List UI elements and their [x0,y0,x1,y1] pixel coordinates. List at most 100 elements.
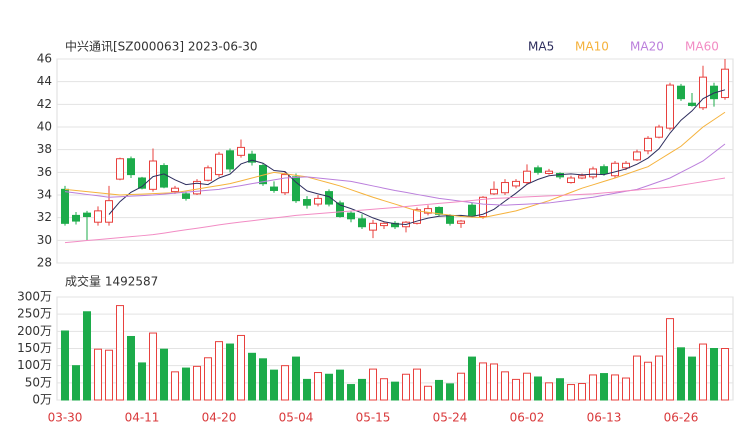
volume-bar [138,362,146,401]
volume-bar [94,348,102,401]
volume-bar [578,383,586,401]
candle-body [688,102,696,106]
x-tick-label: 06-26 [664,411,699,425]
volume-bar [215,341,223,401]
x-tick-label: 03-30 [48,411,83,425]
candle-body [270,186,278,191]
candle-body [336,202,344,218]
candle-body [83,212,91,218]
candle-body [523,170,531,184]
volume-bar [589,374,597,401]
candle-body [193,180,201,195]
candle-body [446,214,454,224]
volume-bar [534,376,542,401]
candle-body [666,84,674,129]
candle-body [149,160,157,190]
volume-bar [446,383,454,401]
volume-bar [545,382,553,401]
y-tick-label: 28 [37,256,52,270]
volume-bar [600,373,608,401]
candle-body [160,165,168,188]
candle-body [600,166,608,174]
volume-bar [567,384,575,401]
volume-bar [226,343,234,401]
candle-body [369,222,377,231]
volume-bar [611,374,619,401]
candle-body [424,208,432,214]
volume-bar [270,369,278,401]
candle-body [677,85,685,100]
chart-title: 中兴通讯[SZ000063] 2023-06-30 [65,39,258,54]
candle-body [380,222,388,227]
x-tick-label: 05-04 [279,411,314,425]
ma-line [64,143,726,206]
price-frame [56,58,734,264]
candle-body [512,180,520,187]
x-tick-label: 06-13 [587,411,622,425]
y-tick-label: 34 [37,188,52,202]
candle-body [567,177,575,184]
y-tick-label: 32 [37,210,52,224]
ma-line [108,89,726,225]
y-tick-label: 0万 [32,393,52,407]
volume-bar [237,334,245,401]
volume-bar [347,384,355,401]
x-tick-label: 04-11 [125,411,160,425]
candle-body [127,158,135,176]
volume-bar [61,330,69,401]
candle-body [721,68,729,99]
volume-bar [160,348,168,401]
candle-body [578,175,586,179]
volume-bar [512,378,520,401]
candle-body [182,193,190,199]
candle-body [358,218,366,228]
volume-bar [358,378,366,401]
volume-bar [72,365,80,401]
candle-body [457,220,465,224]
candle-body [226,150,234,170]
y-tick-label: 40 [37,120,52,134]
candle-body [303,199,311,206]
legend-label: MA10 [575,40,609,54]
volume-bar [402,373,410,401]
volume-bar [380,378,388,401]
candle-body [281,174,289,194]
candle-body [314,197,322,205]
volume-bar [490,363,498,401]
volume-bar [710,348,718,401]
candle-body [479,196,487,218]
candle-body [545,170,553,174]
volume-bar [204,357,212,401]
candle-body [105,200,113,223]
legend-label: MA20 [630,40,664,54]
candle-body [435,206,443,215]
candle-body [215,153,223,176]
volume-bar [292,356,300,401]
candle-body [94,210,102,223]
candle-body [72,214,80,222]
volume-bar [303,378,311,401]
y-tick-label: 300万 [17,290,52,304]
y-tick-label: 30 [37,233,52,247]
x-tick-label: 06-02 [510,411,545,425]
volume-bar [721,348,729,401]
candle-body [413,209,421,224]
volume-bar [501,371,509,401]
candle-body [644,137,652,152]
volume-bar [677,347,685,401]
volume-bar [413,368,421,401]
volume-bar [655,355,663,401]
volume-bar [424,385,432,401]
y-tick-label: 44 [37,74,52,88]
volume-bar [182,367,190,401]
candle-body [347,212,355,220]
candle-body [622,162,630,169]
candle-body [490,188,498,195]
y-tick-label: 46 [37,52,52,66]
volume-bar [193,365,201,401]
x-tick-label: 05-24 [433,411,468,425]
volume-bar [699,343,707,401]
volume-bar [369,368,377,401]
candle-body [237,146,245,156]
volume-bar [644,361,652,401]
